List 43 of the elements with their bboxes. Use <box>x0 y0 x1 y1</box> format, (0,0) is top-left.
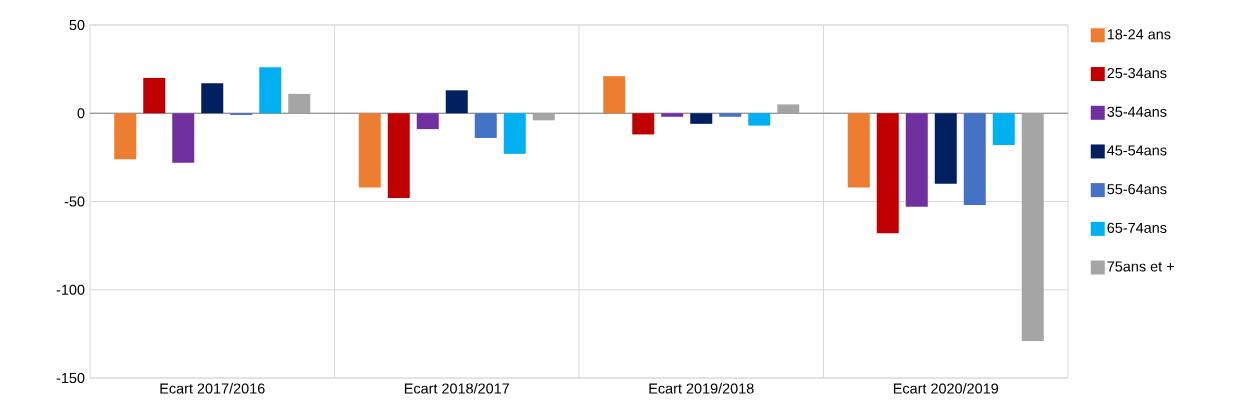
bar <box>474 113 497 138</box>
bar <box>1021 113 1044 341</box>
bar <box>876 113 899 234</box>
legend-label: 18-24 ans <box>1107 29 1171 40</box>
bar <box>847 113 870 188</box>
x-tick-label: Ecart 2018/2017 <box>404 383 510 394</box>
bar <box>992 113 1015 146</box>
bar <box>690 113 713 124</box>
bar <box>143 77 166 114</box>
bar <box>114 113 137 160</box>
bar <box>387 113 410 198</box>
y-tick-label: 50 <box>69 19 85 31</box>
bar <box>445 90 468 114</box>
legend-label: 35-44ans <box>1107 106 1167 117</box>
y-tick-label: -100 <box>56 284 85 295</box>
y-tick-label: -150 <box>56 372 85 384</box>
legend-label: 65-74ans <box>1107 222 1167 233</box>
bar <box>603 76 626 114</box>
bar <box>905 113 928 207</box>
bar <box>288 93 311 114</box>
legend-label: 75ans et + <box>1107 261 1174 272</box>
bar <box>934 113 957 184</box>
bar <box>632 113 655 135</box>
legend-label: 55-64ans <box>1107 183 1167 195</box>
bar <box>532 113 555 121</box>
x-tick-label: Ecart 2020/2019 <box>893 383 999 394</box>
legend-label: 25-34ans <box>1107 67 1167 79</box>
x-tick-label: Ecart 2019/2018 <box>649 383 754 394</box>
bar <box>259 67 282 114</box>
bar <box>777 104 800 114</box>
bar <box>719 113 742 117</box>
bar <box>748 113 771 126</box>
bar <box>963 113 986 206</box>
bar <box>416 113 439 130</box>
x-tick-label: Ecart 2017/2016 <box>160 383 265 394</box>
y-tick-label: -50 <box>64 196 85 207</box>
bar <box>503 113 526 154</box>
bar <box>358 113 381 188</box>
bar <box>201 83 224 114</box>
bar <box>661 113 684 117</box>
bar <box>172 113 195 163</box>
y-tick-label: 0 <box>77 108 85 119</box>
legend-label: 45-54ans <box>1107 145 1167 156</box>
